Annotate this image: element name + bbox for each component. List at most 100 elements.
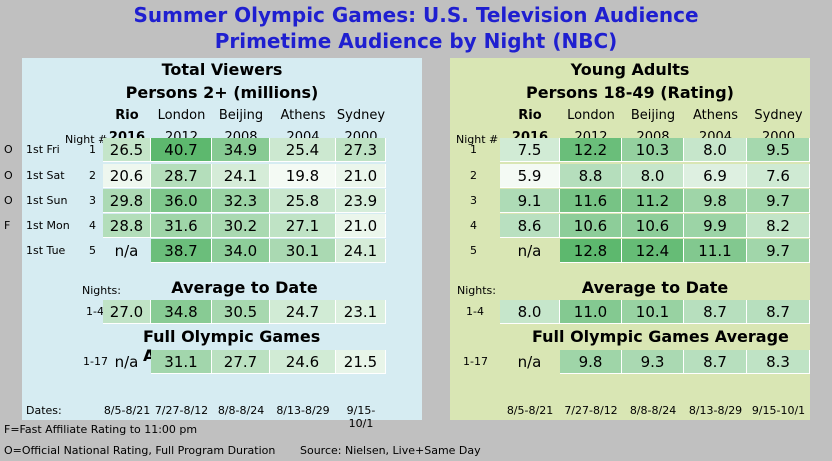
tv-cell-night2-col0: 20.6 <box>103 164 151 188</box>
ya-cell-night4-col3: 9.9 <box>684 214 747 238</box>
ya-full-cell-4: 8.3 <box>747 350 810 374</box>
tv-row-night-0: 1 <box>89 143 96 156</box>
tv-col-dates-3: 8/13-8/29 <box>276 404 330 417</box>
tv-cell-night3-col3: 25.8 <box>270 189 336 213</box>
ya-cell-night5-col0: n/a <box>517 242 542 260</box>
tv-cell-night4-col0: 28.8 <box>103 214 151 238</box>
ya-cell-night1-col3: 8.0 <box>684 138 747 162</box>
dates-label: Dates: <box>26 404 62 417</box>
row-day-4: 1st Tue <box>26 244 66 257</box>
row-day-3: 1st Mon <box>26 219 70 232</box>
tv-col-city-4: Sydney <box>336 108 386 123</box>
tv-avg-title: Average to Date <box>171 278 318 297</box>
ya-col-city-1: London <box>567 108 615 123</box>
tv-avg-cell-3: 24.7 <box>270 300 336 324</box>
tv-cell-night2-col2: 24.1 <box>212 164 270 188</box>
row-day-1: 1st Sat <box>26 169 65 182</box>
tv-col-city-3: Athens <box>280 108 326 123</box>
tv-cell-night3-col2: 32.3 <box>212 189 270 213</box>
ya-cell-night2-col1: 8.8 <box>560 164 622 188</box>
tv-full-cell-3: 24.6 <box>270 350 336 374</box>
chart-title: Summer Olympic Games: U.S. Television Au… <box>133 3 699 27</box>
ya-cell-night2-col2: 8.0 <box>622 164 684 188</box>
tv-full-cell-4: 21.5 <box>336 350 386 374</box>
tv-panel-title: Total Viewers <box>161 60 283 79</box>
tv-avg-cell-0: 27.0 <box>103 300 151 324</box>
ya-avg-cell-0: 8.0 <box>500 300 560 324</box>
ya-avg-range: 1-4 <box>466 305 484 318</box>
tv-cell-night1-col3: 25.4 <box>270 138 336 162</box>
ya-col-city-2: Beijing <box>630 108 676 123</box>
tv-cell-night1-col1: 40.7 <box>151 138 212 162</box>
ya-cell-night5-col2: 12.4 <box>622 239 684 263</box>
tv-col-city-1: London <box>157 108 206 123</box>
footnote-source: Source: Nielsen, Live+Same Day <box>300 444 481 457</box>
ya-col-city-3: Athens <box>692 108 738 123</box>
tv-col-city-0: Rio <box>115 108 139 123</box>
ya-col-city-4: Sydney <box>754 108 803 123</box>
ya-panel-subtitle: Persons 18-49 (Rating) <box>526 83 734 102</box>
ya-full-range: 1-17 <box>463 355 488 368</box>
chart-subtitle: Primetime Audience by Night (NBC) <box>214 29 618 53</box>
tv-full-cell-2: 27.7 <box>212 350 270 374</box>
ya-cell-night3-col0: 9.1 <box>500 189 560 213</box>
tv-col-dates-0: 8/5-8/21 <box>103 404 151 417</box>
ya-cell-night2-col4: 7.6 <box>747 164 810 188</box>
tv-cell-night5-col1: 38.7 <box>151 239 212 263</box>
tv-panel-subtitle: Persons 2+ (millions) <box>125 83 319 102</box>
tv-avg-cell-4: 23.1 <box>336 300 386 324</box>
tv-col-city-2: Beijing <box>218 108 264 123</box>
ya-cell-night1-col0: 7.5 <box>500 138 560 162</box>
ya-cell-night1-col2: 10.3 <box>622 138 684 162</box>
row-flag-0: O <box>4 143 13 156</box>
tv-cell-night3-col0: 29.8 <box>103 189 151 213</box>
tv-cell-night5-col4: 24.1 <box>336 239 386 263</box>
ya-nights-label: Nights: <box>457 284 496 297</box>
ya-col-dates-3: 8/13-8/29 <box>688 404 743 417</box>
ya-full-cell-0: n/a <box>517 353 542 371</box>
tv-cell-night5-col0: n/a <box>114 242 139 260</box>
ya-row-night-4: 5 <box>470 244 477 257</box>
ya-col-city-0: Rio <box>518 108 542 123</box>
tv-col-dates-1: 7/27-8/12 <box>154 404 209 417</box>
tv-row-night-3: 4 <box>89 219 96 232</box>
ya-cell-night5-col4: 9.7 <box>747 239 810 263</box>
tv-full-cell-0: n/a <box>114 353 139 371</box>
tv-col-dates-4: 9/15-10/1 <box>346 404 376 430</box>
ya-cell-night4-col1: 10.6 <box>560 214 622 238</box>
tv-cell-night1-col0: 26.5 <box>103 138 151 162</box>
ya-avg-title: Average to Date <box>581 278 729 297</box>
ya-row-night-3: 4 <box>470 219 477 232</box>
tv-cell-night1-col2: 34.9 <box>212 138 270 162</box>
tv-cell-night4-col1: 31.6 <box>151 214 212 238</box>
row-day-2: 1st Sun <box>26 194 68 207</box>
ya-col-dates-1: 7/27-8/12 <box>564 404 618 417</box>
tv-avg-range: 1-4 <box>86 305 104 318</box>
tv-nights-label: Nights: <box>82 284 121 297</box>
tv-full-range: 1-17 <box>83 355 108 368</box>
ya-cell-night3-col2: 11.2 <box>622 189 684 213</box>
ya-col-dates-4: 9/15-10/1 <box>751 404 806 417</box>
tv-row-night-1: 2 <box>89 169 96 182</box>
ya-cell-night3-col3: 9.8 <box>684 189 747 213</box>
ya-cell-night3-col1: 11.6 <box>560 189 622 213</box>
tv-cell-night3-col4: 23.9 <box>336 189 386 213</box>
tv-full-cell-1: 31.1 <box>151 350 212 374</box>
ya-row-night-0: 1 <box>470 143 477 156</box>
ya-full-cell-1: 9.8 <box>560 350 622 374</box>
tv-col-dates-2: 8/8-8/24 <box>217 404 265 417</box>
ya-full-cell-3: 8.7 <box>684 350 747 374</box>
tv-cell-night5-col3: 30.1 <box>270 239 336 263</box>
tv-cell-night4-col3: 27.1 <box>270 214 336 238</box>
ya-full-title: Full Olympic Games Average <box>532 327 789 346</box>
ya-cell-night4-col2: 10.6 <box>622 214 684 238</box>
footnote-fast: F=Fast Affiliate Rating to 11:00 pm <box>4 423 198 436</box>
ya-col-dates-2: 8/8-8/24 <box>629 404 677 417</box>
tv-cell-night4-col4: 21.0 <box>336 214 386 238</box>
ya-cell-night4-col4: 8.2 <box>747 214 810 238</box>
tv-cell-night3-col1: 36.0 <box>151 189 212 213</box>
ya-cell-night4-col0: 8.6 <box>500 214 560 238</box>
ya-avg-cell-3: 8.7 <box>684 300 747 324</box>
ya-cell-night5-col3: 11.1 <box>684 239 747 263</box>
tv-cell-night4-col2: 30.2 <box>212 214 270 238</box>
